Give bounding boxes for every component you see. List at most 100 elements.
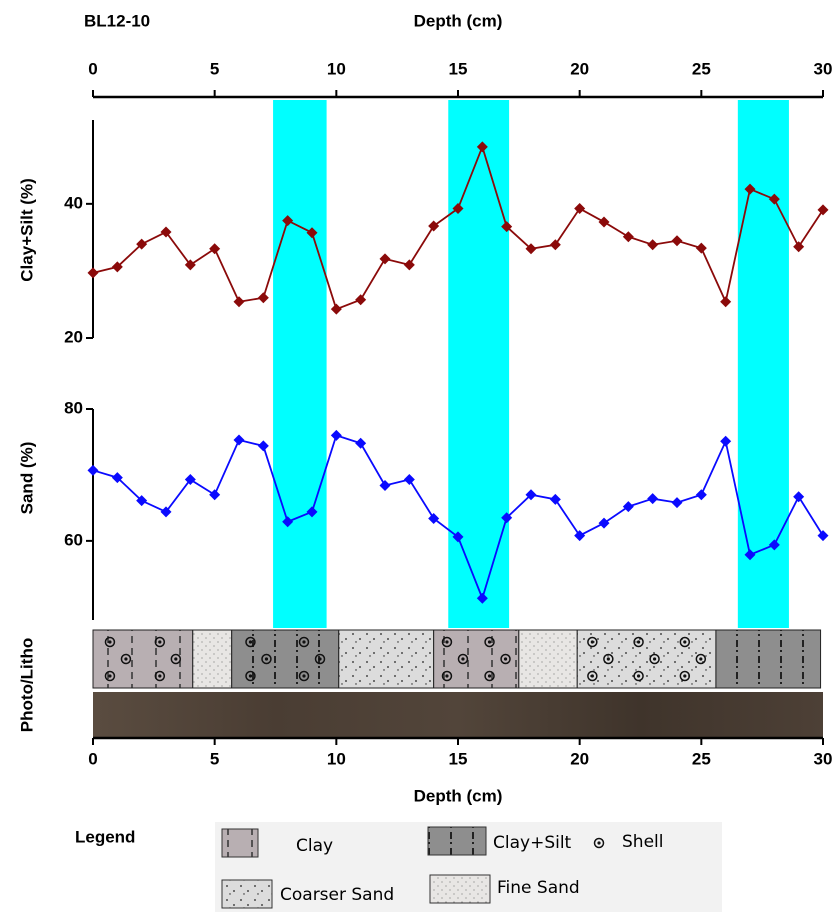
data-point — [622, 501, 634, 513]
data-point — [744, 183, 756, 195]
data-point — [452, 203, 464, 215]
x-tick-label: 30 — [814, 749, 833, 768]
data-point — [379, 479, 391, 491]
data-point — [282, 516, 294, 528]
x-tick-label: 25 — [692, 749, 711, 768]
x-tick-label: 25 — [692, 59, 711, 78]
data-point — [549, 493, 561, 505]
data-point — [501, 512, 513, 524]
data-point — [111, 472, 123, 484]
legend-label: Clay — [296, 836, 333, 856]
data-point — [282, 215, 294, 227]
litho-label: Photo/Litho — [17, 638, 36, 732]
core-photo — [93, 692, 823, 738]
x-tick-label: 0 — [88, 749, 97, 768]
data-point — [452, 531, 464, 543]
core-title: BL12-10 — [84, 11, 150, 30]
legend-label: Coarser Sand — [280, 885, 394, 905]
data-point — [622, 231, 634, 243]
data-point — [306, 506, 318, 518]
legend-swatch — [427, 826, 487, 856]
data-point — [671, 235, 683, 247]
x-tick-label: 10 — [327, 749, 346, 768]
data-point — [184, 474, 196, 486]
y-tick-label: 40 — [64, 193, 83, 212]
data-point — [257, 440, 269, 452]
data-point — [428, 220, 440, 232]
y-axis-title: Clay+Silt (%) — [17, 178, 36, 281]
data-point — [768, 193, 780, 205]
highlights — [273, 100, 789, 628]
data-point — [330, 303, 342, 315]
data-point — [695, 489, 707, 501]
legend-label: Fine Sand — [497, 878, 580, 898]
data-point — [574, 203, 586, 215]
y-tick-label: 60 — [64, 530, 83, 549]
legend-label: Shell — [622, 832, 663, 852]
data-point — [330, 429, 342, 441]
data-point — [549, 239, 561, 251]
data-point — [160, 506, 172, 518]
data-point — [136, 238, 148, 250]
data-point — [793, 241, 805, 253]
data-point — [403, 474, 415, 486]
y-tick-label: 20 — [64, 327, 83, 346]
legend-title: Legend — [75, 827, 135, 846]
x-tick-label: 15 — [449, 749, 468, 768]
data-point — [793, 491, 805, 503]
data-point — [525, 243, 537, 255]
data-point — [87, 464, 99, 476]
litho-segment — [576, 629, 717, 689]
data-point — [598, 517, 610, 529]
data-point — [817, 530, 829, 542]
data-point — [233, 296, 245, 308]
data-point — [87, 267, 99, 279]
data-point — [720, 296, 732, 308]
data-point — [647, 239, 659, 251]
data-point — [184, 259, 196, 271]
x-tick-label: 5 — [210, 59, 219, 78]
x-tick-label: 20 — [570, 749, 589, 768]
data-point — [111, 261, 123, 273]
data-point — [209, 489, 221, 501]
x-tick-label: 20 — [570, 59, 589, 78]
x-tick-label: 30 — [814, 59, 833, 78]
litho-segment — [518, 629, 578, 689]
data-point — [403, 259, 415, 271]
bottom-axis-title: Depth (cm) — [414, 786, 503, 805]
data-point — [355, 294, 367, 306]
x-tick-label: 0 — [88, 59, 97, 78]
y-axis-title: Sand (%) — [17, 442, 36, 515]
data-point — [817, 204, 829, 216]
legend-swatch — [221, 879, 273, 909]
data-point — [355, 437, 367, 449]
data-point — [768, 539, 780, 551]
data-point — [476, 592, 488, 604]
litho-segment — [338, 629, 435, 689]
data-point — [695, 242, 707, 254]
litho-segment — [192, 629, 233, 689]
data-point — [306, 227, 318, 239]
data-point — [647, 493, 659, 505]
x-tick-label: 15 — [449, 59, 468, 78]
data-point — [160, 226, 172, 238]
data-point — [136, 495, 148, 507]
highlight-band — [448, 100, 510, 628]
data-point — [233, 434, 245, 446]
data-point — [501, 221, 513, 233]
x-tick-label: 5 — [210, 749, 219, 768]
legend-swatch — [429, 874, 491, 904]
highlight-band — [273, 100, 327, 628]
legend-swatch — [221, 828, 259, 858]
data-point — [574, 530, 586, 542]
data-point — [525, 489, 537, 501]
data-point — [379, 253, 391, 265]
legend-label: Clay+Silt — [493, 833, 572, 853]
data-point — [720, 435, 732, 447]
data-point — [744, 549, 756, 561]
data-point — [257, 292, 269, 304]
y-tick-label: 80 — [64, 398, 83, 417]
x-tick-label: 10 — [327, 59, 346, 78]
data-point — [428, 512, 440, 524]
